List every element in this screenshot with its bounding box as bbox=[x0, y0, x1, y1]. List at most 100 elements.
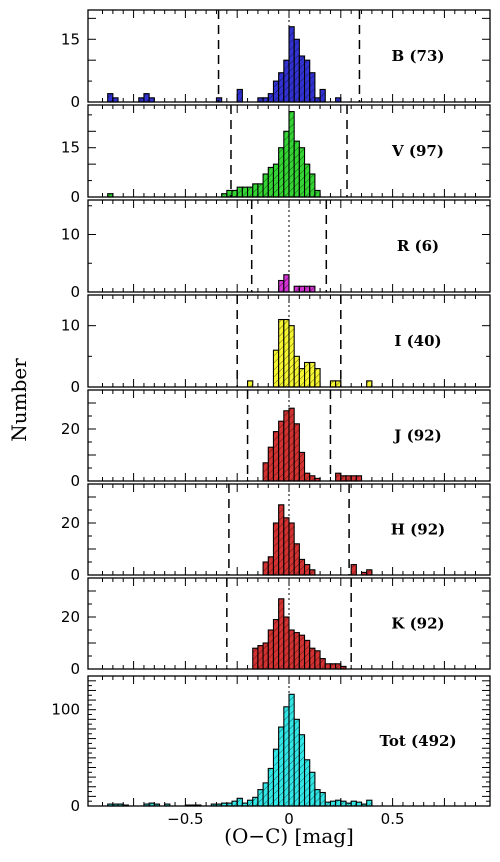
x-tick-label: −0.5 bbox=[167, 810, 203, 828]
histogram-bar-outline bbox=[272, 748, 280, 807]
histogram-bar-outline bbox=[288, 693, 295, 807]
histogram-bar-outline bbox=[303, 472, 311, 482]
histogram-bar-outline bbox=[143, 93, 150, 103]
histogram-bar-outline bbox=[288, 629, 295, 670]
histogram-bar-outline bbox=[298, 147, 306, 198]
histogram-bar-outline bbox=[288, 26, 295, 103]
histogram-bar-outline bbox=[314, 650, 321, 670]
histogram-bar-outline bbox=[350, 564, 357, 576]
histogram-bar-outline bbox=[267, 767, 275, 807]
histogram-bar-outline bbox=[267, 629, 275, 670]
histogram-bar-outline bbox=[309, 72, 316, 103]
histogram-bar-outline bbox=[309, 361, 316, 388]
histogram-bar-outline bbox=[335, 472, 342, 482]
histogram-bar-outline bbox=[252, 183, 259, 198]
histogram-bar-outline bbox=[262, 561, 269, 576]
histogram-bar-outline bbox=[303, 361, 311, 388]
histogram-bar-outline bbox=[303, 163, 311, 198]
histogram-bar-outline bbox=[303, 59, 311, 103]
y-tick-label: 10 bbox=[61, 226, 80, 244]
x-tick-label: 0 bbox=[284, 810, 294, 828]
histogram-bar-outline bbox=[298, 734, 306, 807]
histogram-bar-outline bbox=[293, 718, 300, 807]
histogram-bar-outline bbox=[298, 368, 306, 388]
histogram-bar-outline bbox=[247, 799, 254, 807]
histogram-bar-outline bbox=[267, 556, 275, 576]
x-axis-title: (O−C) [mag] bbox=[224, 824, 354, 848]
histogram-bar-outline bbox=[283, 616, 290, 670]
histogram-bar-outline bbox=[257, 789, 264, 807]
y-tick-label: 0 bbox=[70, 566, 80, 584]
histogram-bar-outline bbox=[283, 706, 290, 807]
histogram-bar-outline bbox=[314, 789, 321, 807]
panel-r: 0 10 R (6) bbox=[61, 199, 491, 301]
panel-label-k: K (92) bbox=[391, 615, 444, 633]
histogram-bar-outline bbox=[309, 475, 316, 482]
histogram-bar-outline bbox=[329, 380, 337, 388]
y-tick-label: 0 bbox=[70, 283, 80, 301]
histogram-bar-outline bbox=[267, 446, 275, 482]
histogram-bar-outline bbox=[278, 147, 285, 198]
y-tick-label: 15 bbox=[61, 139, 80, 157]
histogram-bar-outline bbox=[303, 759, 311, 807]
histogram-bar-outline bbox=[309, 647, 316, 670]
histogram-bar-outline bbox=[231, 189, 238, 198]
histogram-bar-outline bbox=[272, 431, 280, 482]
histogram-bar-outline bbox=[283, 130, 290, 198]
histogram-bar-outline bbox=[283, 410, 290, 482]
histogram-bar-outline bbox=[309, 771, 316, 807]
panel-tot: 0 100 Tot (492) bbox=[51, 675, 491, 815]
panel-k: 0 20 K (92) bbox=[61, 577, 491, 678]
histogram-bar-outline bbox=[309, 173, 316, 198]
histogram-bar-outline bbox=[335, 799, 342, 807]
y-tick-label: 0 bbox=[70, 188, 80, 206]
histogram-bar-outline bbox=[262, 173, 269, 198]
histogram-bar-outline bbox=[309, 569, 316, 576]
histogram-bar-outline bbox=[231, 800, 238, 807]
histogram-bar-outline bbox=[236, 797, 243, 807]
histogram-bar-outline bbox=[236, 88, 243, 103]
histogram-bar-outline bbox=[278, 318, 285, 388]
histogram-bar-outline bbox=[252, 647, 259, 670]
y-axis-title: Number bbox=[7, 358, 31, 442]
panel-label-v: V (97) bbox=[391, 142, 444, 160]
histogram-bar-outline bbox=[288, 111, 295, 198]
y-tick-label: 100 bbox=[51, 701, 80, 719]
histogram-bar-outline bbox=[272, 619, 280, 670]
histogram-bar-outline bbox=[340, 475, 347, 482]
histogram-bar-outline bbox=[288, 325, 295, 388]
x-tick-label: 0.5 bbox=[381, 810, 405, 828]
histogram-bar-outline bbox=[298, 55, 306, 103]
panel-label-i: I (40) bbox=[394, 332, 441, 350]
histogram-bar-outline bbox=[314, 368, 321, 388]
histogram-bar-outline bbox=[335, 380, 342, 388]
histogram-bar-outline bbox=[272, 522, 280, 576]
histogram-bar-outline bbox=[283, 517, 290, 576]
histogram-bar-outline bbox=[267, 93, 275, 103]
histogram-bar-outline bbox=[303, 564, 311, 576]
histogram-bar-outline bbox=[262, 642, 269, 670]
histogram-bar-outline bbox=[298, 634, 306, 670]
histogram-bar-outline bbox=[278, 420, 285, 482]
histogram-bar-outline bbox=[283, 318, 290, 388]
histogram-bar-outline bbox=[293, 543, 300, 576]
panel-v: 0 15 V (97) bbox=[61, 104, 491, 206]
histogram-bar-outline bbox=[303, 285, 311, 293]
histogram-bar-outline bbox=[283, 59, 290, 103]
histogram-bar-outline bbox=[355, 475, 363, 482]
histogram-bar-outline bbox=[241, 186, 249, 198]
histogram-bar-outline bbox=[262, 782, 269, 807]
histogram-bar-outline bbox=[298, 451, 306, 482]
histogram-bar-outline bbox=[257, 183, 264, 198]
histogram-bar-outline bbox=[309, 285, 316, 293]
panel-label-r: R (6) bbox=[397, 237, 439, 255]
histogram-bar-outline bbox=[293, 423, 300, 482]
histogram-bar-outline bbox=[278, 72, 285, 103]
histogram-bar-outline bbox=[236, 186, 243, 198]
panel-i: 0 10 I (40) bbox=[61, 294, 491, 396]
y-tick-label: 0 bbox=[70, 93, 80, 111]
histogram-bar-outline bbox=[366, 380, 373, 388]
histogram-bar-outline bbox=[324, 663, 331, 670]
histogram-bar-outline bbox=[293, 632, 300, 670]
